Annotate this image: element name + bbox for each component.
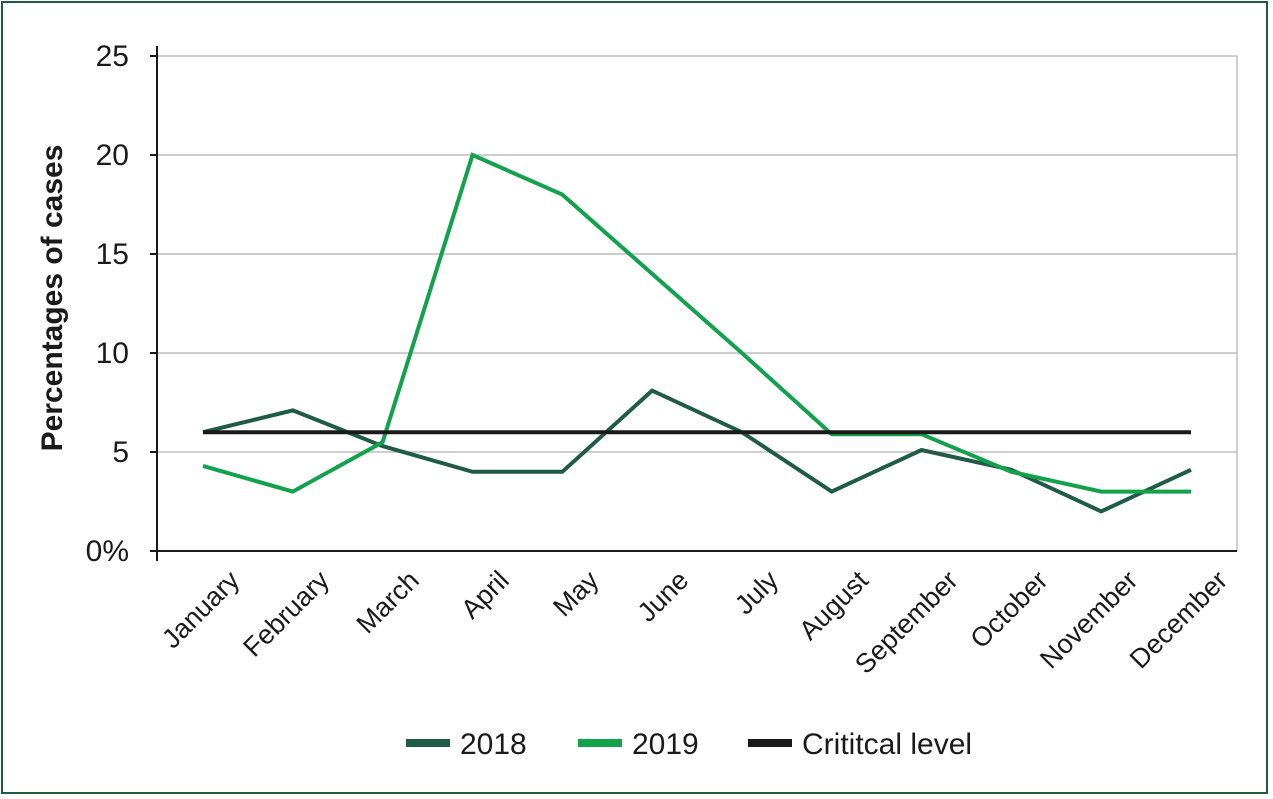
grid-lines: [157, 55, 1238, 551]
y-tick-label: 20: [96, 139, 129, 172]
x-tick-label: December: [1124, 565, 1233, 674]
legend-label: 2018: [460, 728, 527, 761]
x-tick-label: October: [964, 565, 1053, 654]
y-tick-labels: 0% 5 10 15 20 25: [86, 40, 129, 568]
series-line-2019: [202, 152, 1191, 494]
legend-label: Crititcal level: [802, 728, 972, 761]
x-tick-label: February: [237, 565, 335, 663]
x-tick-label: January: [156, 565, 245, 654]
series-line-2018: [202, 388, 1192, 514]
x-tick-label: July: [729, 565, 785, 621]
x-tick-label: June: [632, 565, 695, 628]
legend: 2018 2019 Crititcal level: [406, 728, 972, 761]
axes: [150, 46, 1237, 561]
x-tick-label: March: [351, 565, 425, 639]
y-tick-label: 5: [112, 436, 129, 469]
legend-swatch: [406, 739, 450, 747]
x-tick-label: August: [793, 565, 874, 646]
x-tick-label: May: [547, 565, 605, 623]
y-tick-label: 15: [96, 238, 129, 271]
y-tick-label: 10: [96, 337, 129, 370]
y-tick-label: 25: [96, 40, 129, 73]
legend-swatch: [748, 739, 792, 747]
x-tick-label: April: [455, 565, 514, 624]
y-tick-label: 0%: [86, 535, 129, 568]
legend-swatch: [578, 739, 622, 747]
x-tick-label: November: [1034, 565, 1143, 674]
legend-label: 2019: [632, 728, 699, 761]
y-axis-label: Percentages of cases: [36, 145, 69, 452]
series-lines: [202, 152, 1192, 514]
